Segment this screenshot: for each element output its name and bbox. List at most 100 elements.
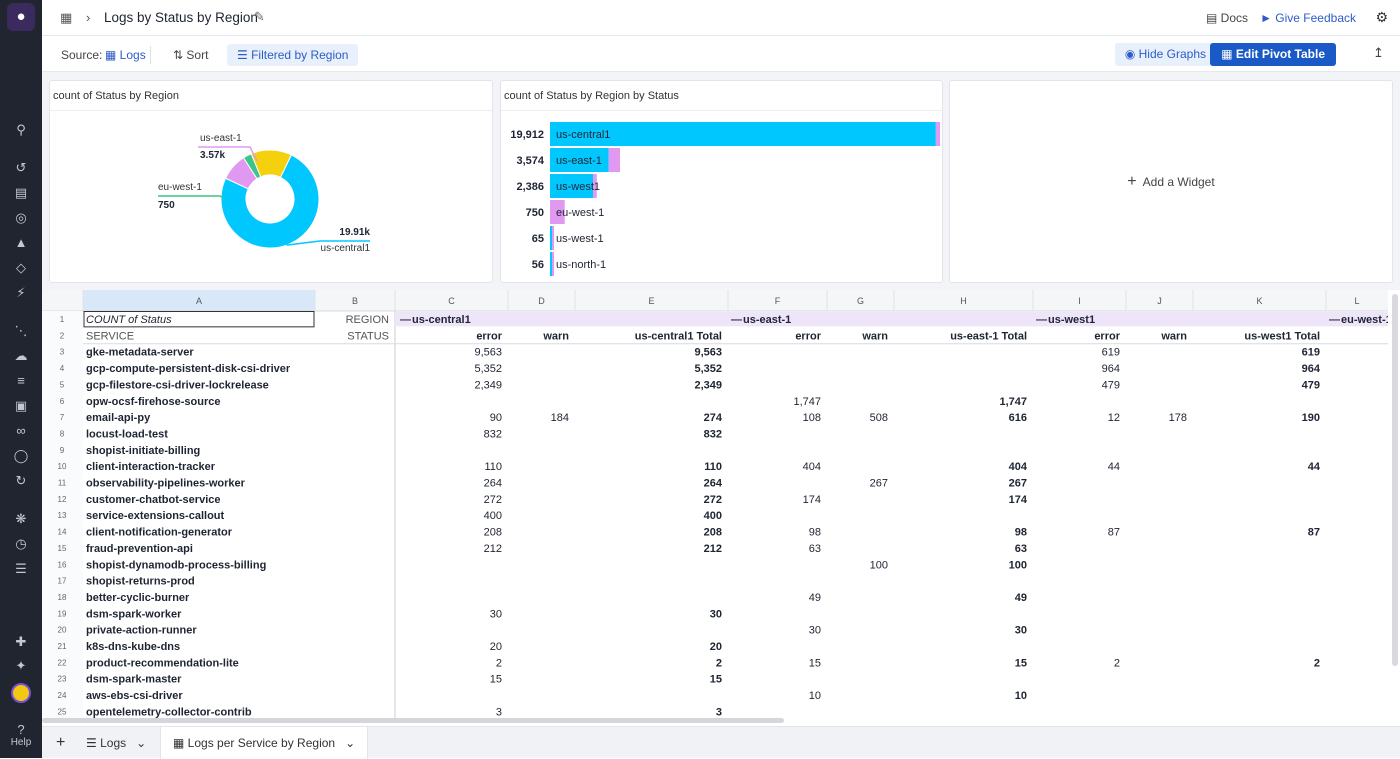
donut-widget[interactable]: count of Status by Region 19.91k us-centr… [49, 80, 493, 283]
value-cell: 10 [809, 690, 821, 702]
bar-segment [550, 226, 552, 250]
containers-icon[interactable]: ◇ [16, 260, 26, 275]
divider [50, 110, 492, 111]
infrastructure-icon[interactable]: ▲ [14, 235, 28, 250]
horizontal-scrollbar[interactable] [42, 718, 784, 723]
total-cell: 616 [1009, 412, 1027, 424]
pivot-grid[interactable]: A B C D E F G H I J K L COUNT of Status REGION — us-cen… [42, 290, 1388, 720]
plugins-icon[interactable]: ✚ [15, 634, 27, 649]
row-number: 8 [60, 429, 65, 438]
hide-graphs-button[interactable]: ◉ Hide Graphs [1114, 43, 1216, 66]
notebook-icon[interactable]: ▦ [60, 10, 73, 25]
service-name: shopist-initiate-billing [86, 445, 200, 457]
bar-total-label: 750 [526, 207, 544, 219]
logs-icon[interactable]: ≡ [17, 373, 25, 388]
collapse-region-icon: — [400, 314, 411, 326]
share-icon[interactable]: ↥ [1373, 45, 1384, 60]
value-cell: 264 [484, 478, 502, 490]
total-cell: 274 [704, 412, 723, 424]
workflows-icon[interactable]: ☰ [15, 561, 27, 576]
avatar[interactable] [11, 683, 31, 703]
value-cell: 90 [490, 412, 502, 424]
filter-icon: ☰ [237, 48, 252, 62]
bar-total-label: 19,912 [510, 129, 544, 141]
docs-link[interactable]: ▤ Docs [1205, 11, 1248, 25]
row-number: 18 [58, 593, 67, 602]
source-logs-button[interactable]: ▦ Logs [105, 48, 146, 62]
integrations-icon[interactable]: ∞ [16, 423, 26, 438]
vertical-scrollbar[interactable] [1392, 294, 1398, 666]
security-icon[interactable]: ◯ [13, 448, 29, 463]
bar-segment [550, 200, 565, 224]
gear-icon[interactable]: ⚙ [1375, 9, 1388, 25]
events-icon[interactable]: ⚡ [16, 285, 26, 300]
datadog-logo-icon[interactable]: ● [7, 3, 35, 31]
filter-button[interactable]: ☰ Filtered by Region [227, 44, 359, 66]
row-number: 24 [58, 691, 67, 700]
add-sheet-button[interactable]: + [56, 734, 66, 751]
bug-icon[interactable]: ❋ [15, 511, 27, 526]
value-cell: 619 [1102, 347, 1120, 359]
row-number: 5 [60, 380, 65, 389]
give-feedback-link[interactable]: ► Give Feedback [1260, 11, 1356, 25]
value-cell: 3 [496, 706, 502, 718]
row-number: 25 [58, 707, 67, 716]
region-header: us-central1 [412, 314, 471, 326]
value-cell: 9,563 [474, 347, 502, 359]
bar-segment [550, 122, 936, 146]
database-icon: ☰ [86, 736, 101, 750]
history-icon[interactable]: ↺ [15, 160, 27, 175]
bar-widget[interactable]: count of Status by Region by Status 19,9… [500, 80, 943, 283]
page-title[interactable]: Logs by Status by Region [104, 10, 258, 25]
column-letter: L [1354, 296, 1359, 306]
service-name: fraud-prevention-api [86, 543, 193, 555]
value-cell: 20 [490, 641, 502, 653]
service-name: aws-ebs-csi-driver [86, 690, 183, 702]
total-cell: 2 [716, 657, 722, 669]
sparkle-icon[interactable]: ✦ [15, 658, 27, 673]
total-cell: 208 [704, 527, 722, 539]
total-cell: 87 [1308, 527, 1320, 539]
search-icon[interactable]: ⚲ [16, 122, 26, 137]
total-cell: 404 [1009, 461, 1028, 473]
monitors-icon[interactable]: ◎ [15, 210, 27, 225]
table-icon: ▦ [105, 48, 120, 62]
row-number: 17 [58, 577, 67, 586]
page-header: ▦ › Logs by Status by Region ✎ ▤ Docs ► … [42, 0, 1400, 36]
value-cell: 404 [803, 461, 821, 473]
row-number: 13 [58, 511, 67, 520]
synthetics-icon[interactable]: ▣ [14, 398, 28, 413]
column-letter: C [448, 296, 455, 306]
sort-button[interactable]: ⇅ Sort [173, 48, 209, 62]
row-number-gutter [42, 311, 83, 720]
value-cell: 178 [1169, 412, 1187, 424]
tab-logs[interactable]: ☰ Logs ⌄ [86, 736, 147, 750]
bar-category-label: us-north-1 [556, 259, 606, 271]
status-header: warn [861, 330, 888, 342]
pencil-icon[interactable]: ✎ [254, 9, 265, 24]
row-number: 16 [58, 560, 67, 569]
row-number: 2 [60, 331, 65, 340]
bar-total-label: 65 [532, 233, 544, 245]
service-mgmt-icon[interactable]: ↻ [15, 473, 27, 488]
value-cell: 832 [484, 428, 502, 440]
edit-pivot-table-button[interactable]: ▦ Edit Pivot Table [1210, 43, 1336, 66]
bar-segment [593, 174, 597, 198]
value-cell: 110 [484, 461, 502, 473]
service-name: dsm-spark-master [86, 674, 182, 686]
value-cell: 400 [484, 510, 502, 522]
dashboards-icon[interactable]: ▤ [14, 185, 28, 200]
slice-value-label: 3.57k [200, 150, 225, 161]
column-letter: D [538, 296, 545, 306]
help-button[interactable]: ? Help [0, 722, 42, 748]
region-header: us-east-1 [743, 314, 791, 326]
tab-logs-per-service[interactable]: ▦ Logs per Service by Region ⌄ [160, 727, 369, 759]
bar-segment [552, 252, 554, 276]
value-cell: 1,747 [793, 396, 821, 408]
column-letter: K [1256, 296, 1262, 306]
add-widget-button[interactable]: + Add a Widget [949, 80, 1393, 283]
performance-icon[interactable]: ◷ [15, 536, 27, 551]
cloud-icon[interactable]: ☁ [14, 348, 28, 363]
apm-icon[interactable]: ⋱ [14, 323, 28, 338]
